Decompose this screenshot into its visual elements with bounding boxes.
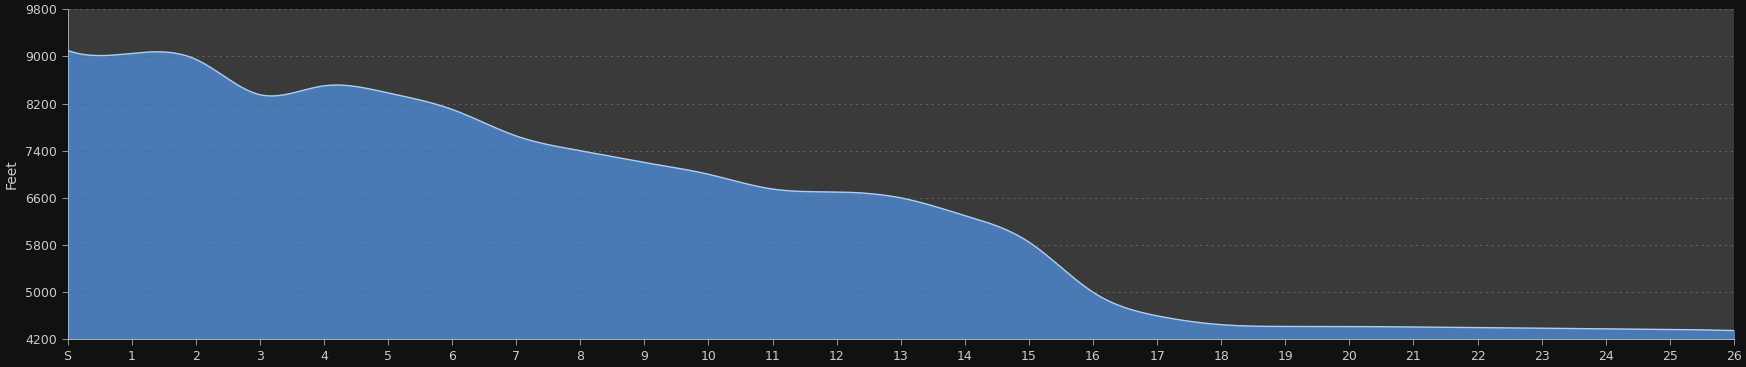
Y-axis label: Feet: Feet — [3, 159, 17, 189]
